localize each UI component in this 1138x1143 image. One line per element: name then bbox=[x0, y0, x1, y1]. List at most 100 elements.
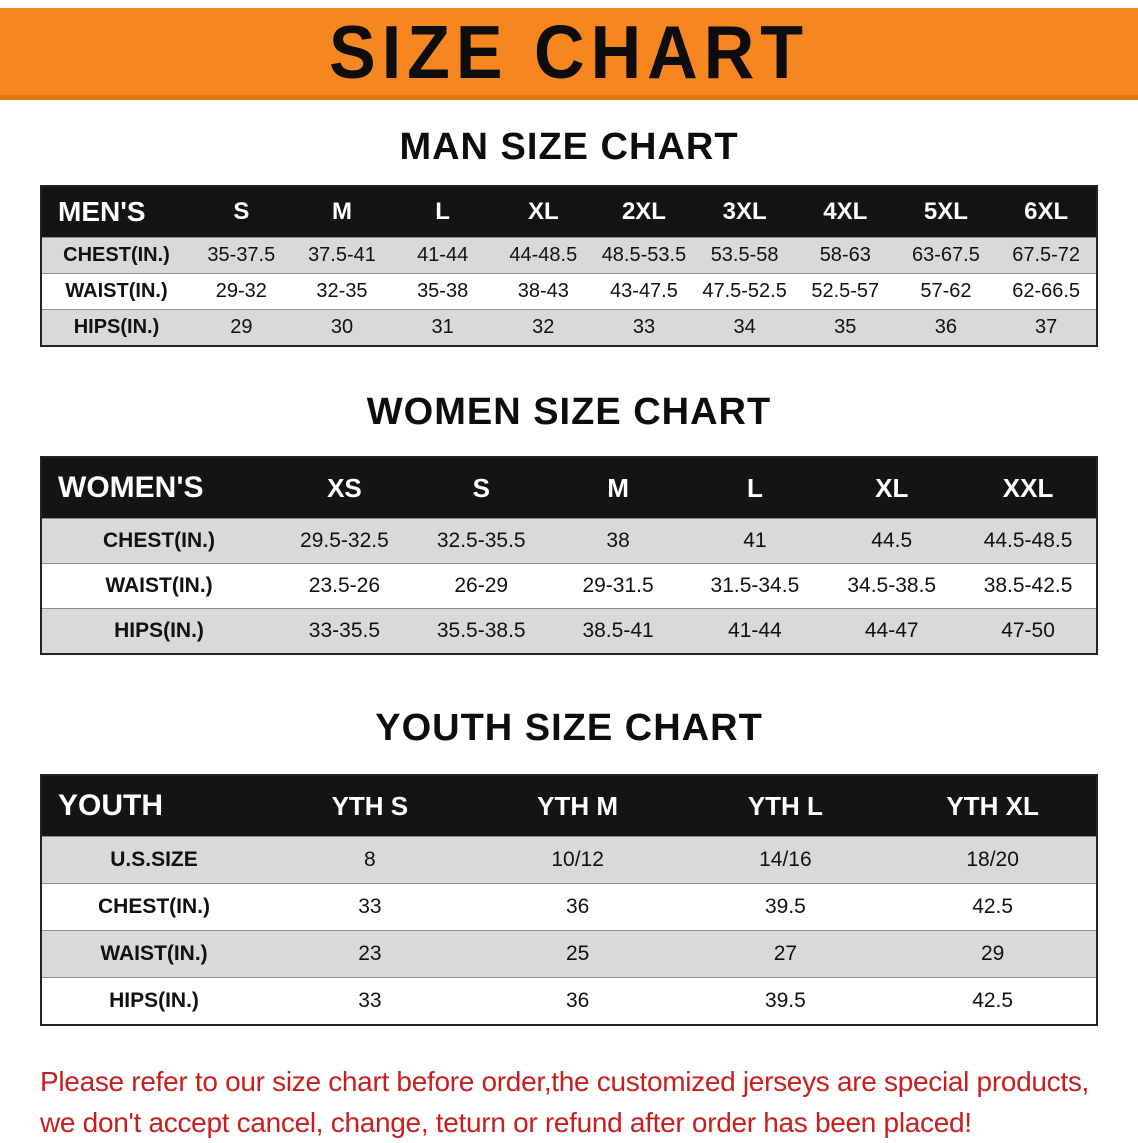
row-label: U.S.SIZE bbox=[110, 848, 198, 871]
column-header: L bbox=[686, 457, 824, 519]
column-header: 5XL bbox=[895, 186, 997, 238]
data-cell: 29-32 bbox=[215, 280, 267, 302]
data-cell: 62-66.5 bbox=[1012, 280, 1081, 302]
data-cell: 42.5 bbox=[972, 989, 1014, 1012]
row-label: CHEST(IN.) bbox=[98, 895, 210, 918]
column-header: YTH L bbox=[681, 775, 890, 837]
data-cell: 35 bbox=[834, 316, 857, 338]
column-header: 6XL bbox=[996, 186, 1097, 238]
data-cell: 39.5 bbox=[764, 895, 806, 918]
data-cell: 36 bbox=[934, 316, 958, 338]
data-cell: 23.5-26 bbox=[308, 574, 381, 597]
data-cell: 34 bbox=[733, 316, 756, 338]
table-title-cell: MEN'S bbox=[41, 186, 191, 238]
men-section-heading: MAN SIZE CHART bbox=[399, 126, 739, 168]
data-cell: 27 bbox=[773, 942, 798, 965]
banner-title: SIZE CHART bbox=[329, 9, 809, 94]
data-cell: 47-50 bbox=[1001, 619, 1055, 642]
row-label: WAIST(IN.) bbox=[65, 280, 168, 302]
table-row: U.S.SIZE 8 10/12 14/16 18/20 bbox=[41, 836, 1097, 884]
column-header: M bbox=[291, 186, 393, 238]
header-row: YOUTH YTH S YTH M YTH L YTH XL bbox=[41, 775, 1097, 837]
row-label: HIPS(IN.) bbox=[114, 619, 204, 642]
men-section: MAN SIZE CHART MEN'S S M L XL 2XL 3XL 4XL 5XL 6XL… bbox=[0, 126, 1138, 347]
data-cell: 43-47.5 bbox=[610, 280, 678, 302]
data-cell: 31.5-34.5 bbox=[710, 574, 800, 597]
column-header: 4XL bbox=[794, 186, 896, 238]
data-cell: 41 bbox=[743, 529, 767, 552]
table-row: HIPS(IN.) 33-35.5 35.5-38.5 38.5-41 41-44 44-… bbox=[41, 608, 1097, 654]
header-row: MEN'S S M L XL 2XL 3XL 4XL 5XL 6XL bbox=[41, 186, 1097, 238]
data-cell: 44-48.5 bbox=[509, 244, 578, 266]
column-header: XL bbox=[823, 457, 961, 519]
table-title-cell: YOUTH bbox=[41, 775, 266, 837]
data-cell: 35-38 bbox=[417, 280, 469, 302]
data-cell: 33 bbox=[358, 895, 382, 918]
data-cell: 14/16 bbox=[759, 848, 812, 871]
data-cell: 23 bbox=[358, 942, 382, 965]
data-cell: 25 bbox=[565, 942, 590, 965]
data-cell: 38.5-42.5 bbox=[983, 574, 1073, 597]
table-row: WAIST(IN.) 29-32 32-35 35-38 38-43 43-47.5 47.… bbox=[41, 273, 1097, 310]
table-row: CHEST(IN.) 33 36 39.5 42.5 bbox=[41, 883, 1097, 931]
table-row: HIPS(IN.) 33 36 39.5 42.5 bbox=[41, 977, 1097, 1025]
data-cell: 36 bbox=[565, 895, 590, 918]
women-section: WOMEN SIZE CHART WOMEN'S XS S M L XL XXL CHEST(… bbox=[0, 391, 1138, 655]
youth-section: YOUTH SIZE CHART YOUTH YTH S YTH M YTH L YTH… bbox=[0, 707, 1138, 1026]
data-cell: 44.5 bbox=[871, 529, 913, 552]
data-cell: 18/20 bbox=[966, 848, 1019, 871]
data-cell: 33-35.5 bbox=[308, 619, 381, 642]
footer-disclaimer: Please refer to our size chart before or… bbox=[40, 1062, 1110, 1143]
footer-line-1: Please refer to our size chart before or… bbox=[40, 1066, 1090, 1097]
data-cell: 31 bbox=[431, 316, 454, 338]
data-cell: 48.5-53.5 bbox=[601, 244, 687, 266]
column-header: XL bbox=[492, 186, 594, 238]
data-cell: 36 bbox=[565, 989, 590, 1012]
data-cell: 37.5-41 bbox=[308, 244, 376, 266]
column-header: L bbox=[392, 186, 493, 238]
column-header: S bbox=[191, 186, 292, 238]
data-cell: 42.5 bbox=[972, 895, 1014, 918]
data-cell: 53.5-58 bbox=[710, 244, 779, 266]
column-header: YTH S bbox=[266, 775, 474, 837]
data-cell: 29.5-32.5 bbox=[300, 529, 389, 552]
youth-size-table: YOUTH YTH S YTH M YTH L YTH XL U.S.SIZE 8 10/12… bbox=[40, 774, 1098, 1026]
column-header: S bbox=[412, 457, 550, 519]
data-cell: 34.5-38.5 bbox=[847, 574, 937, 597]
column-header: 2XL bbox=[593, 186, 695, 238]
data-cell: 29 bbox=[230, 316, 253, 338]
data-cell: 38.5-41 bbox=[582, 619, 654, 642]
data-cell: 26-29 bbox=[454, 574, 509, 597]
data-cell: 63-67.5 bbox=[912, 244, 980, 266]
row-label: WAIST(IN.) bbox=[105, 574, 213, 597]
data-cell: 32.5-35.5 bbox=[436, 529, 526, 552]
data-cell: 32-35 bbox=[316, 280, 368, 302]
data-cell: 37 bbox=[1035, 316, 1058, 338]
column-header: XXL bbox=[960, 457, 1097, 519]
data-cell: 41-44 bbox=[728, 619, 782, 642]
data-cell: 44-47 bbox=[864, 619, 919, 642]
data-cell: 33 bbox=[358, 989, 382, 1012]
data-cell: 39.5 bbox=[764, 989, 806, 1012]
data-cell: 38 bbox=[606, 529, 630, 552]
men-size-table: MEN'S S M L XL 2XL 3XL 4XL 5XL 6XL CHEST(IN.) 35-37… bbox=[40, 185, 1098, 347]
data-cell: 8 bbox=[364, 848, 376, 871]
table-row: CHEST(IN.) 29.5-32.5 32.5-35.5 38 41 44.5 44.5… bbox=[41, 518, 1097, 564]
data-cell: 47.5-52.5 bbox=[702, 280, 787, 302]
data-cell: 67.5-72 bbox=[1012, 244, 1081, 266]
data-cell: 29 bbox=[980, 942, 1005, 965]
column-header: XS bbox=[276, 457, 413, 519]
header-row: WOMEN'S XS S M L XL XXL bbox=[41, 457, 1097, 519]
column-header: 3XL bbox=[694, 186, 795, 238]
women-size-table: WOMEN'S XS S M L XL XXL CHEST(IN.) 29.5-32.5 32.5… bbox=[40, 456, 1098, 655]
data-cell: 35-37.5 bbox=[207, 244, 276, 266]
data-cell: 44.5-48.5 bbox=[983, 529, 1073, 552]
size-chart-banner: SIZE CHART bbox=[0, 8, 1138, 100]
data-cell: 30 bbox=[330, 316, 354, 338]
data-cell: 32 bbox=[532, 316, 555, 338]
table-title-cell: WOMEN'S bbox=[41, 457, 276, 519]
data-cell: 41-44 bbox=[417, 244, 469, 266]
data-cell: 58-63 bbox=[819, 244, 871, 266]
row-label: CHEST(IN.) bbox=[63, 244, 170, 266]
youth-section-heading: YOUTH SIZE CHART bbox=[375, 707, 763, 749]
